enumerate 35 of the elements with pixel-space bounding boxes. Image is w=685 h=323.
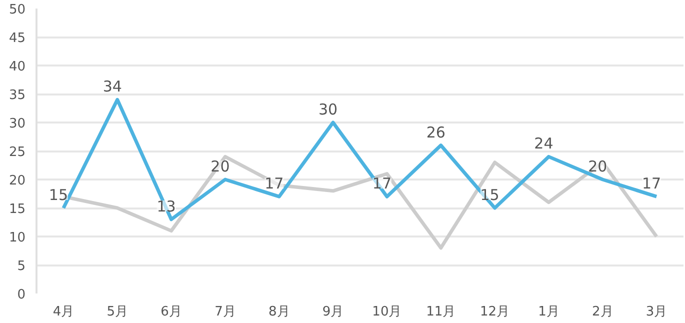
y-tick-label: 40 [8,60,26,74]
x-tick-label: 11月 [426,304,456,320]
data-label: 34 [102,78,122,96]
x-tick-label: 6月 [160,304,182,320]
y-tick-label: 35 [8,88,26,103]
data-label: 17 [264,174,284,193]
x-tick-label: 4月 [52,304,74,320]
y-tick-label: 15 [8,202,26,217]
x-tick-label: 8月 [268,304,290,320]
x-tick-label: 1月 [538,304,560,320]
x-tick-label: 3月 [646,304,668,320]
data-label: 13 [156,197,176,216]
x-tick-label: 2月 [592,304,614,320]
data-label: 15 [480,186,500,204]
x-tick-label: 10月 [372,304,402,320]
x-tick-label: 7月 [214,304,236,320]
data-label: 30 [318,100,338,118]
y-tick-label: 5 [17,259,26,274]
data-label: 26 [426,123,446,142]
data-label: 24 [534,134,554,153]
y-tick-label: 45 [8,31,26,46]
x-tick-label: 5月 [106,304,128,320]
data-label: 15 [48,186,68,204]
y-tick-label: 20 [8,174,26,188]
y-tick-label: 10 [8,230,26,246]
y-tick-label: 0 [17,288,26,302]
data-label: 17 [642,174,662,193]
data-label: 17 [372,174,392,193]
data-label: 20 [588,158,608,176]
x-tick-label: 9月 [322,304,344,320]
data-label: 20 [210,158,230,176]
y-tick-label: 30 [8,116,26,132]
y-tick-label: 25 [8,145,26,160]
x-tick-label: 12月 [480,304,510,320]
y-tick-label: 50 [8,2,26,18]
